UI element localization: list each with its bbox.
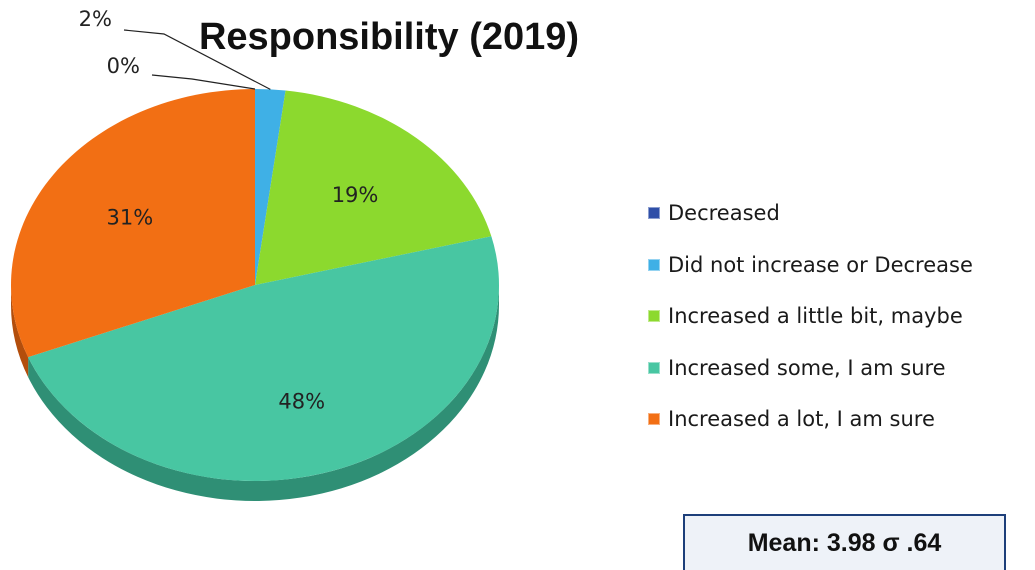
legend-label: Increased a lot, I am sure bbox=[668, 407, 935, 431]
legend-item-increased-a-lot: Increased a lot, I am sure bbox=[648, 404, 973, 434]
legend-item-increased-some: Increased some, I am sure bbox=[648, 353, 973, 383]
legend-item-decreased: Decreased bbox=[648, 198, 973, 228]
data-label-increased-lot: 31% bbox=[107, 206, 154, 230]
mean-summary-text: Mean: 3.98 σ .64 bbox=[747, 528, 942, 557]
pie-side-increased-lot bbox=[11, 285, 29, 378]
legend-item-did-not-increase-or-decrease: Did not increase or Decrease bbox=[648, 250, 973, 280]
data-label-increased-some: 48% bbox=[278, 390, 325, 414]
legend-label: Decreased bbox=[668, 201, 780, 225]
legend-label: Did not increase or Decrease bbox=[668, 252, 973, 277]
pie-slice-increased-little bbox=[255, 90, 492, 285]
data-label-increased-little: 19% bbox=[332, 183, 379, 207]
pie-slice-did-not-increase bbox=[255, 89, 286, 285]
legend-swatch bbox=[648, 413, 660, 425]
pie-labels: 0% 2% 19% 48% 31% bbox=[79, 7, 379, 414]
leader-line-did-not-increase bbox=[123, 29, 271, 90]
data-label-did-not-increase: 2% bbox=[79, 7, 112, 31]
chart-title: Responsibility (2019) bbox=[198, 16, 580, 58]
legend-label: Increased some, I am sure bbox=[668, 355, 946, 380]
data-label-decreased: 0% bbox=[107, 54, 140, 78]
legend-swatch bbox=[648, 258, 660, 271]
legend: Decreased Did not increase or Decrease I… bbox=[648, 198, 973, 456]
pie-tops bbox=[11, 89, 499, 481]
legend-swatch bbox=[648, 207, 660, 219]
leader-line-decreased bbox=[151, 74, 256, 90]
pie-slice-increased-lot bbox=[11, 89, 256, 358]
legend-item-increased-a-little-bit: Increased a little bit, maybe bbox=[648, 301, 973, 331]
pie-slice-increased-some bbox=[28, 236, 499, 481]
pie-sides bbox=[11, 285, 500, 501]
legend-swatch bbox=[648, 310, 660, 322]
mean-summary-box: Mean: 3.98 σ .64 bbox=[683, 514, 1006, 570]
legend-swatch bbox=[648, 361, 660, 374]
legend-label: Increased a little bit, maybe bbox=[668, 304, 963, 328]
pie-leaders bbox=[123, 29, 271, 90]
